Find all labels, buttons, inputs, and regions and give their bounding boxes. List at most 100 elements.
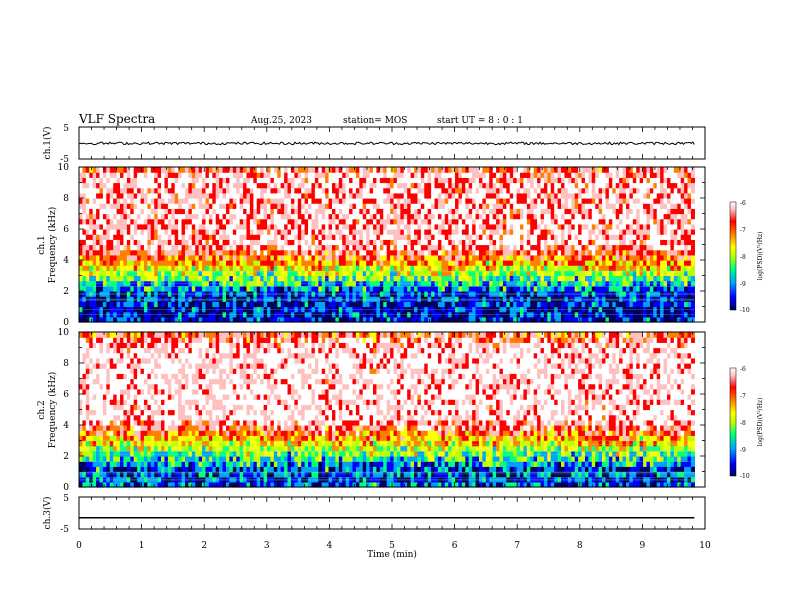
heatmap-cell — [608, 249, 613, 256]
heatmap-cell — [403, 187, 408, 194]
heatmap-cell — [140, 285, 145, 292]
heatmap-cell — [636, 316, 641, 323]
heatmap-cell — [554, 213, 559, 220]
heatmap-cell — [273, 260, 278, 266]
heatmap-cell — [318, 192, 323, 199]
heatmap-cell — [137, 316, 142, 323]
heatmap-cell — [366, 182, 371, 189]
heatmap-cell — [102, 301, 107, 308]
heatmap-cell — [106, 192, 111, 199]
heatmap-cell — [167, 203, 172, 209]
heatmap-cell — [123, 167, 128, 173]
heatmap-cell — [301, 172, 306, 178]
heatmap-cell — [403, 203, 408, 209]
heatmap-cell — [294, 218, 299, 225]
heatmap-cell — [410, 213, 415, 220]
heatmap-cell — [328, 301, 333, 308]
heatmap-cell — [260, 265, 265, 271]
heatmap-cell — [461, 239, 466, 246]
heatmap-cell — [154, 316, 159, 323]
heatmap-cell — [591, 254, 596, 261]
heatmap-cell — [526, 301, 531, 308]
heatmap-cell — [366, 260, 371, 266]
heatmap-cell — [526, 223, 531, 230]
heatmap-cell — [318, 208, 323, 215]
heatmap-cell — [297, 301, 302, 308]
heatmap-cell — [608, 203, 613, 209]
heatmap-cell — [451, 244, 456, 251]
heatmap-cell — [277, 270, 282, 277]
heatmap-cell — [557, 177, 562, 184]
heatmap-cell — [451, 239, 456, 246]
heatmap-cell — [605, 213, 610, 220]
heatmap-cell — [393, 291, 398, 297]
heatmap-cell — [506, 249, 511, 256]
heatmap-cell — [294, 249, 299, 256]
heatmap-cell — [140, 192, 145, 199]
heatmap-cell — [472, 223, 477, 230]
heatmap-cell — [533, 187, 538, 194]
heatmap-cell — [496, 223, 501, 230]
heatmap-cell — [359, 172, 364, 178]
heatmap-cell — [123, 254, 128, 261]
heatmap-cell — [499, 285, 504, 292]
heatmap-cell — [178, 223, 183, 230]
heatmap-cell — [427, 254, 432, 261]
heatmap-cell — [492, 265, 497, 271]
heatmap-cell — [581, 192, 586, 199]
heatmap-cell — [219, 177, 224, 184]
heatmap-cell — [335, 187, 340, 194]
heatmap-cell — [215, 260, 220, 266]
heatmap-cell — [530, 198, 535, 204]
heatmap-cell — [270, 239, 275, 246]
heatmap-cell — [191, 234, 196, 240]
heatmap-cell — [520, 234, 525, 240]
heatmap-cell — [578, 223, 583, 230]
heatmap-cell — [157, 167, 162, 173]
heatmap-cell — [267, 234, 272, 240]
heatmap-cell — [376, 167, 381, 173]
heatmap-cell — [287, 167, 292, 173]
heatmap-cell — [96, 203, 101, 209]
heatmap-cell — [184, 198, 189, 204]
heatmap-cell — [311, 187, 316, 194]
heatmap-cell — [140, 249, 145, 256]
heatmap-cell — [578, 218, 583, 225]
heatmap-cell — [427, 270, 432, 277]
heatmap-cell — [543, 218, 548, 225]
heatmap-cell — [465, 187, 470, 194]
heatmap-cell — [260, 239, 265, 246]
heatmap-cell — [622, 167, 627, 173]
heatmap-cell — [338, 229, 343, 235]
heatmap-cell — [513, 192, 518, 199]
heatmap-cell — [273, 316, 278, 323]
heatmap-cell — [516, 229, 521, 235]
heatmap-cell — [608, 208, 613, 215]
heatmap-cell — [393, 223, 398, 230]
heatmap-cell — [581, 244, 586, 251]
heatmap-cell — [492, 223, 497, 230]
heatmap-cell — [195, 254, 200, 261]
heatmap-cell — [280, 213, 285, 220]
heatmap-cell — [243, 249, 248, 256]
heatmap-cell — [625, 316, 630, 323]
heatmap-cell — [431, 223, 436, 230]
heatmap-cell — [246, 192, 251, 199]
heatmap-cell — [355, 244, 360, 251]
heatmap-cell — [602, 285, 607, 292]
heatmap-cell — [318, 291, 323, 297]
heatmap-cell — [468, 234, 473, 240]
heatmap-cell — [150, 213, 155, 220]
heatmap-cell — [331, 260, 336, 266]
heatmap-cell — [249, 208, 254, 215]
heatmap-cell — [451, 187, 456, 194]
heatmap-cell — [359, 208, 364, 215]
heatmap-cell — [465, 244, 470, 251]
heatmap-cell — [174, 192, 179, 199]
heatmap-cell — [352, 208, 357, 215]
heatmap-cell — [543, 244, 548, 251]
heatmap-cell — [328, 316, 333, 323]
heatmap-cell — [85, 213, 90, 220]
heatmap-cell — [280, 234, 285, 240]
heatmap-cell — [167, 239, 172, 246]
